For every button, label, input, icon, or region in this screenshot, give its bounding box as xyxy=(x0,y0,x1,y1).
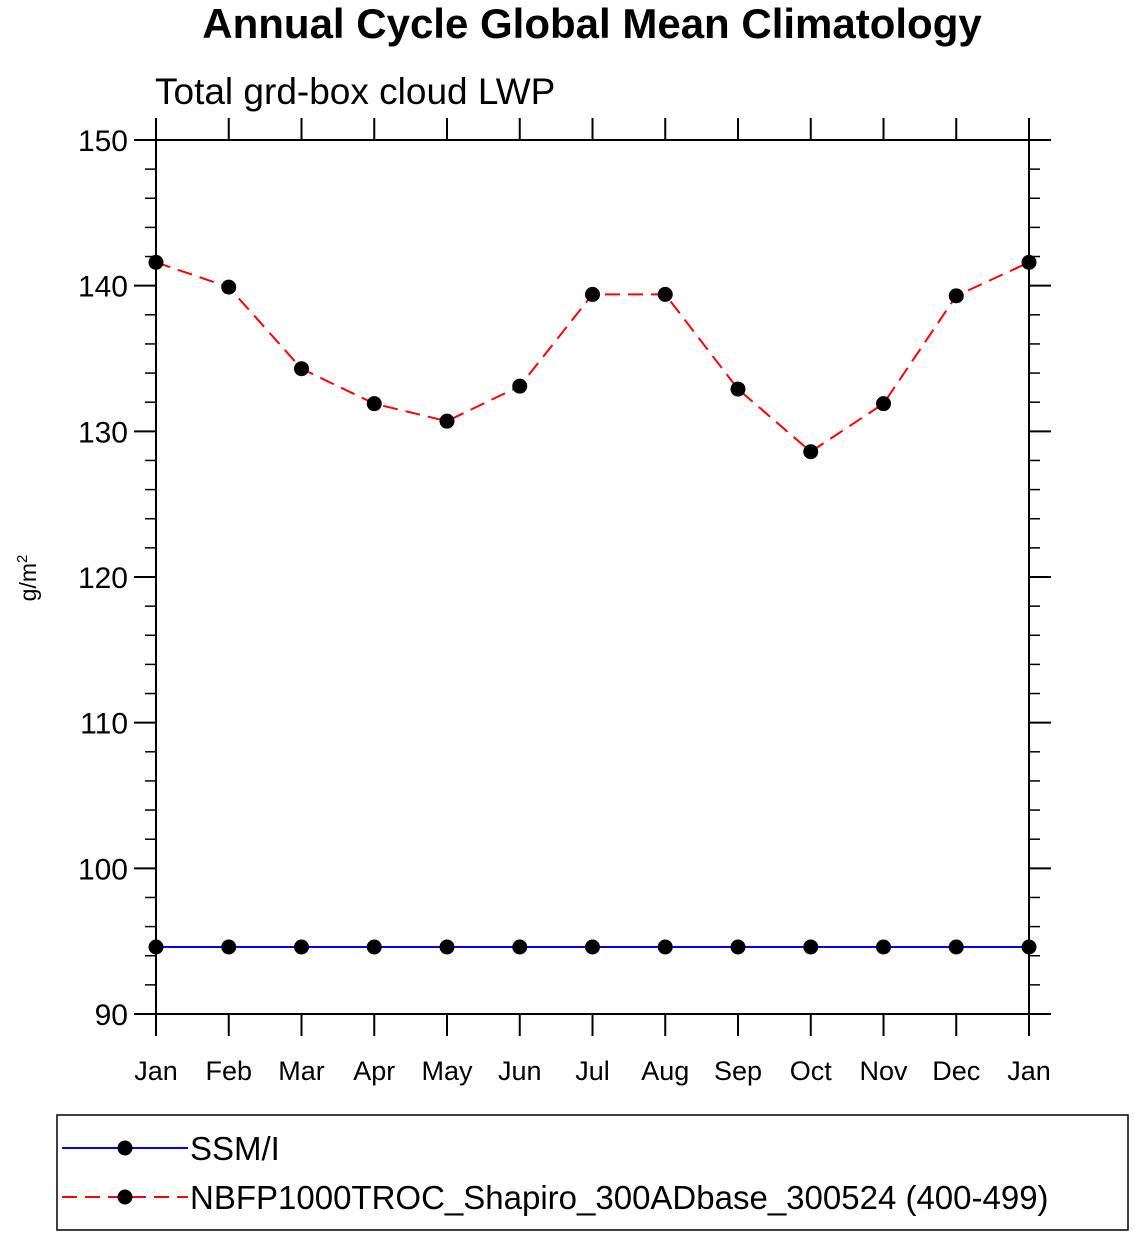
y-axis-title: g/m2 xyxy=(14,555,41,602)
legend-marker xyxy=(117,1140,133,1156)
chart-title: Annual Cycle Global Mean Climatology xyxy=(202,0,982,47)
data-point xyxy=(512,378,528,394)
x-tick-label: Feb xyxy=(205,1056,252,1086)
x-tick-label: Oct xyxy=(790,1056,833,1086)
plot-series xyxy=(148,254,1037,955)
y-axis-label: g/m xyxy=(15,563,41,601)
data-point xyxy=(948,288,964,304)
legend-item: NBFP1000TROC_Shapiro_300ADbase_300524 (4… xyxy=(62,1179,1049,1216)
x-tick-label: Jan xyxy=(134,1056,178,1086)
x-tick-label: Jul xyxy=(575,1056,610,1086)
series-2 xyxy=(148,254,1037,460)
data-point xyxy=(294,939,309,955)
data-point xyxy=(876,396,891,412)
data-point xyxy=(657,286,673,302)
data-point xyxy=(585,939,600,955)
x-tick-label: Mar xyxy=(278,1056,325,1086)
data-point xyxy=(366,396,382,412)
legend-items: SSM/I NBFP1000TROC_Shapiro_300ADbase_3005… xyxy=(62,1130,1049,1216)
data-point xyxy=(730,381,746,397)
y-tick-label: 100 xyxy=(78,853,128,886)
y-tick-label: 150 xyxy=(78,125,128,158)
legend-box xyxy=(56,1114,1129,1231)
y-tick-label: 130 xyxy=(78,416,128,449)
legend-item: SSM/I xyxy=(62,1130,280,1167)
svg-text:g/m2: g/m2 xyxy=(14,555,41,602)
data-point xyxy=(803,444,819,460)
data-point xyxy=(512,939,528,955)
data-point xyxy=(657,939,673,955)
axis-ticks xyxy=(134,118,1051,1036)
y-tick-label: 140 xyxy=(78,271,128,304)
data-point xyxy=(366,939,382,955)
y-axis-label-superscript: 2 xyxy=(14,555,31,563)
y-tick-label: 90 xyxy=(95,999,128,1032)
data-point xyxy=(803,939,819,955)
y-tick-label: 110 xyxy=(80,708,128,741)
x-tick-labels: Jan Feb Mar Apr May Jun Jul Aug Sep Oct Nov Dec Jan xyxy=(134,1056,1051,1086)
data-point xyxy=(294,361,309,377)
legend-label: NBFP1000TROC_Shapiro_300ADbase_300524 (4… xyxy=(190,1179,1049,1216)
legend: SSM/I NBFP1000TROC_Shapiro_300ADbase_3005… xyxy=(56,1114,1129,1231)
y-tick-labels: 90 100 110 120 130 140 150 xyxy=(78,125,128,1032)
x-tick-label: Jun xyxy=(498,1056,542,1086)
data-point xyxy=(730,939,746,955)
data-point xyxy=(948,939,964,955)
y-tick-label: 120 xyxy=(78,562,128,595)
x-tick-label: Dec xyxy=(932,1056,980,1086)
plot-frame xyxy=(155,139,1030,1015)
data-point xyxy=(221,279,237,295)
x-tick-label: May xyxy=(421,1056,473,1086)
data-point xyxy=(221,939,237,955)
data-point xyxy=(439,939,455,955)
data-point xyxy=(876,939,891,955)
x-tick-label: Aug xyxy=(641,1056,689,1086)
chart-subtitle: Total grd-box cloud LWP xyxy=(155,71,555,112)
x-tick-label: Apr xyxy=(353,1056,395,1086)
x-tick-label: Jan xyxy=(1007,1056,1051,1086)
series-1 xyxy=(148,939,1037,955)
x-tick-label: Sep xyxy=(714,1056,762,1086)
legend-label: SSM/I xyxy=(190,1130,280,1167)
legend-marker xyxy=(117,1189,133,1205)
data-point xyxy=(439,413,455,429)
data-point xyxy=(585,286,600,302)
x-tick-label: Nov xyxy=(859,1056,908,1086)
